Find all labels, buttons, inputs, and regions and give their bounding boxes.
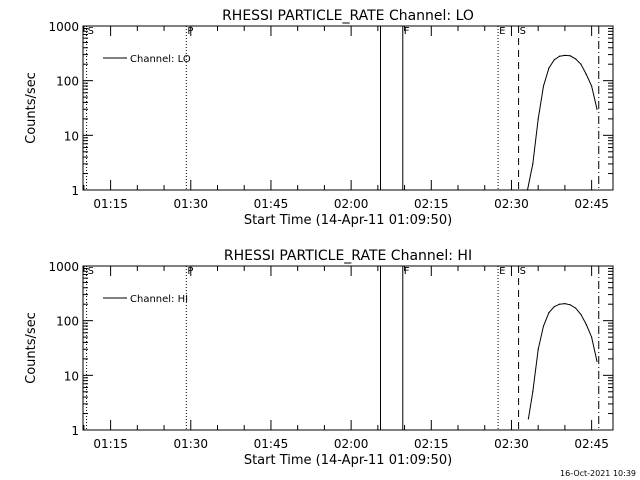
event-marker-label: S <box>88 26 94 37</box>
data-point <box>585 323 587 326</box>
x-tick-label: 02:15 <box>414 197 449 211</box>
y-tick-label: 1000 <box>48 20 79 34</box>
event-marker-label: P <box>187 26 193 37</box>
y-tick-label: 1 <box>71 424 79 438</box>
y-axis-label: Counts/sec <box>24 72 39 144</box>
data-point <box>591 85 593 87</box>
data-point <box>548 67 550 69</box>
y-tick-label: 100 <box>56 75 79 89</box>
data-point <box>537 348 539 350</box>
x-tick-label: 02:45 <box>574 197 609 211</box>
data-point <box>542 325 545 327</box>
data-point <box>580 313 582 316</box>
x-tick-label: 02:30 <box>494 197 529 211</box>
data-point <box>553 59 555 61</box>
x-tick-label: 01:15 <box>93 437 128 451</box>
data-point <box>569 304 571 306</box>
data-point <box>537 118 539 120</box>
x-tick-label: 02:00 <box>334 197 369 211</box>
y-tick-label: 1000 <box>48 260 79 274</box>
x-tick-label: 02:15 <box>414 437 449 451</box>
chart-title: RHESSI PARTICLE_RATE Channel: HI <box>224 248 472 264</box>
event-marker-label: S <box>520 26 526 37</box>
x-tick-label: 01:15 <box>93 197 128 211</box>
footer-timestamp: 16-Oct-2021 10:39 <box>560 469 636 478</box>
event-marker-label: S <box>520 266 526 277</box>
x-tick-label: 01:30 <box>173 197 208 211</box>
y-tick-label: 1 <box>71 184 79 198</box>
data-point <box>564 303 566 305</box>
plot-frame <box>82 265 614 431</box>
data-point <box>558 303 561 305</box>
x-tick-label: 02:00 <box>334 437 369 451</box>
data-point <box>553 306 555 308</box>
x-axis-label: Start Time (14-Apr-11 01:09:50) <box>244 453 452 468</box>
series-line <box>527 54 598 191</box>
data-point <box>580 63 582 65</box>
data-point <box>548 312 550 314</box>
x-tick-label: 01:30 <box>173 437 208 451</box>
series-line <box>527 303 598 419</box>
x-tick-label: 01:45 <box>254 437 289 451</box>
y-tick-label: 100 <box>56 315 79 329</box>
y-tick-label: 10 <box>64 369 79 383</box>
x-axis-label: Start Time (14-Apr-11 01:09:50) <box>244 213 452 228</box>
y-tick-label: 10 <box>64 129 79 143</box>
data-point <box>564 54 566 56</box>
x-tick-label: 02:45 <box>574 437 609 451</box>
event-marker-label: P <box>187 266 193 277</box>
event-marker-label: F <box>404 266 410 277</box>
data-point <box>558 55 561 57</box>
event-marker-label: E <box>499 266 505 277</box>
data-point <box>574 58 577 60</box>
data-point <box>591 336 593 338</box>
data-point <box>542 85 545 87</box>
event-marker-label: E <box>499 26 505 37</box>
x-tick-label: 02:30 <box>494 437 529 451</box>
data-point <box>569 55 571 57</box>
event-marker-label: S <box>88 266 94 277</box>
data-point <box>532 163 534 165</box>
data-point <box>532 391 534 393</box>
x-tick-label: 01:45 <box>254 197 289 211</box>
y-axis-label: Counts/sec <box>24 312 39 384</box>
data-point <box>527 418 529 420</box>
event-marker-label: F <box>404 26 410 37</box>
plot-frame <box>82 25 614 191</box>
data-point <box>585 73 587 76</box>
data-point <box>596 360 598 362</box>
data-point <box>596 108 598 110</box>
legend-label: Channel: HI <box>130 294 188 305</box>
chart-title: RHESSI PARTICLE_RATE Channel: LO <box>222 8 474 24</box>
data-point <box>526 189 529 191</box>
legend-label: Channel: LO <box>130 54 191 65</box>
data-point <box>574 307 577 309</box>
